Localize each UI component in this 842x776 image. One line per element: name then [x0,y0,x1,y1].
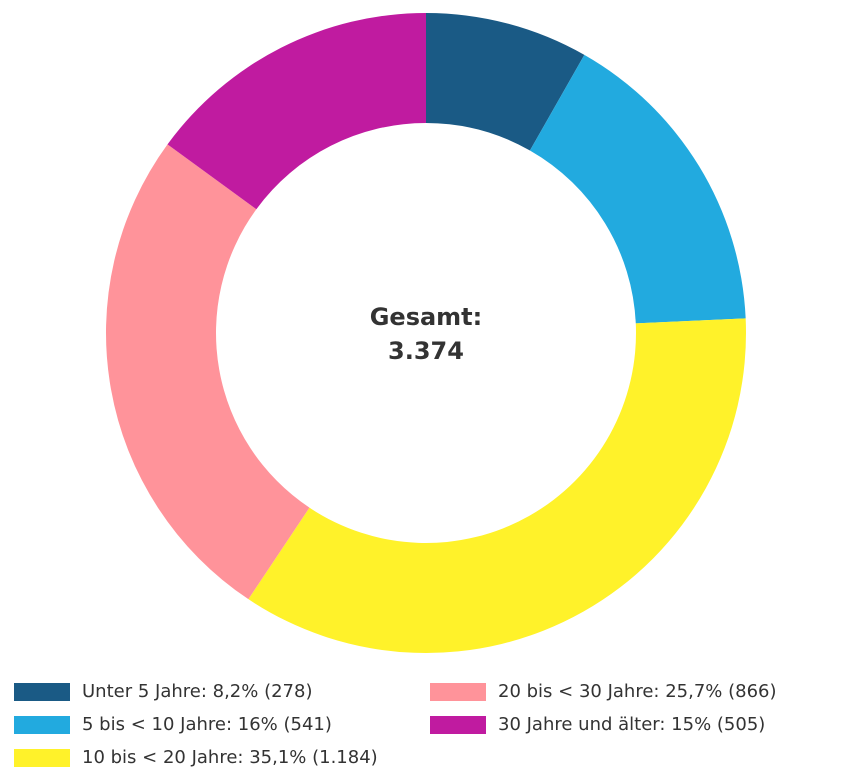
legend-label: 5 bis < 10 Jahre: 16% (541) [82,714,332,735]
legend-swatch [14,716,70,734]
donut-segment [426,13,585,151]
legend-swatch [14,683,70,701]
legend-label: 30 Jahre und älter: 15% (505) [498,714,765,735]
center-title: Gesamt: [370,303,483,331]
legend-swatch [430,716,486,734]
legend-swatch [14,749,70,767]
legend-label: Unter 5 Jahre: 8,2% (278) [82,681,312,702]
donut-segment [248,318,747,653]
legend-label: 20 bis < 30 Jahre: 25,7% (866) [498,681,777,702]
donut-segment [167,13,426,210]
donut-segment [529,54,746,324]
legend-swatch [430,683,486,701]
center-value: 3.374 [388,337,464,365]
donut-segment [106,144,310,600]
legend-label: 10 bis < 20 Jahre: 35,1% (1.184) [82,747,378,768]
